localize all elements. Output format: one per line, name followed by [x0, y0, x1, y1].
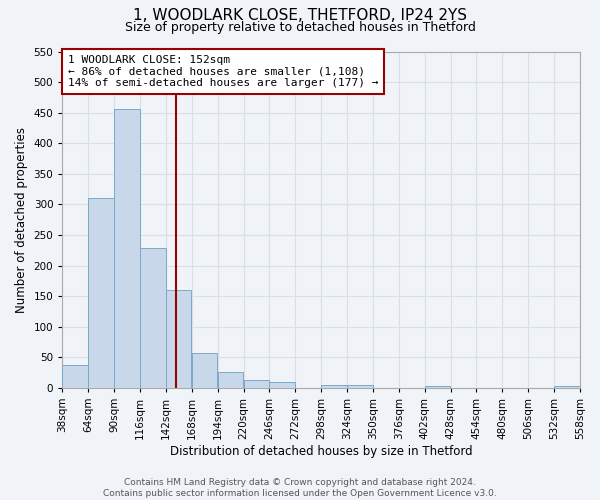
Bar: [554, 386, 580, 388]
Bar: [114, 109, 140, 388]
Bar: [269, 382, 295, 388]
Bar: [218, 372, 243, 388]
Bar: [62, 364, 88, 388]
Bar: [192, 353, 217, 388]
Y-axis label: Number of detached properties: Number of detached properties: [15, 126, 28, 312]
Bar: [88, 198, 114, 388]
Bar: [166, 290, 191, 388]
Bar: [244, 380, 269, 388]
Bar: [321, 384, 347, 388]
Bar: [347, 384, 373, 388]
Text: 1, WOODLARK CLOSE, THETFORD, IP24 2YS: 1, WOODLARK CLOSE, THETFORD, IP24 2YS: [133, 8, 467, 22]
Text: Size of property relative to detached houses in Thetford: Size of property relative to detached ho…: [125, 21, 475, 34]
Bar: [425, 386, 450, 388]
Text: 1 WOODLARK CLOSE: 152sqm
← 86% of detached houses are smaller (1,108)
14% of sem: 1 WOODLARK CLOSE: 152sqm ← 86% of detach…: [68, 55, 378, 88]
Bar: [140, 248, 166, 388]
Text: Contains HM Land Registry data © Crown copyright and database right 2024.
Contai: Contains HM Land Registry data © Crown c…: [103, 478, 497, 498]
X-axis label: Distribution of detached houses by size in Thetford: Distribution of detached houses by size …: [170, 444, 472, 458]
